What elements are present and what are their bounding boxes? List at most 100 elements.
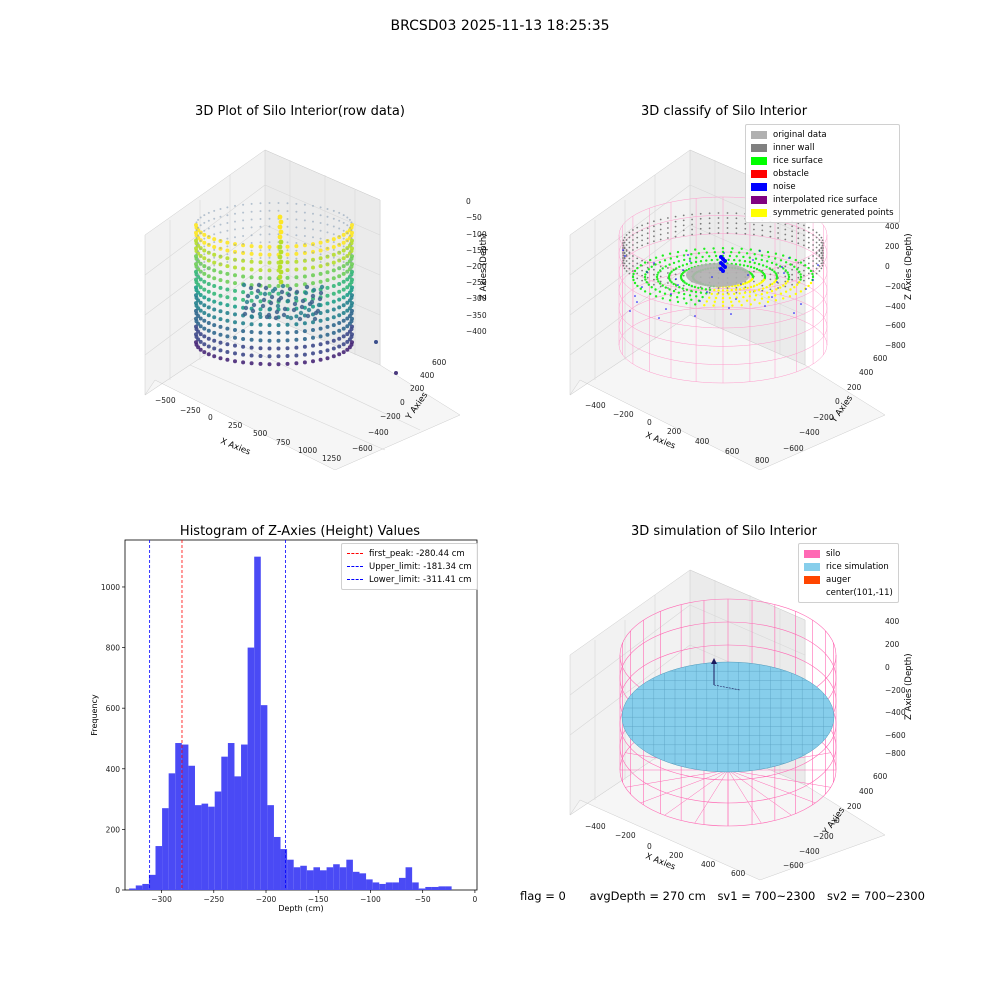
raw-point xyxy=(206,352,211,357)
classify-point xyxy=(636,301,638,303)
raw-z-tick: −150 xyxy=(466,246,487,255)
classify-original-cluster xyxy=(686,263,750,287)
raw-point xyxy=(347,290,352,295)
raw-point xyxy=(219,231,222,234)
raw-point xyxy=(277,214,283,220)
classify-point xyxy=(818,244,821,246)
histogram-bar xyxy=(227,743,235,890)
classify-point xyxy=(667,222,669,224)
classify-point xyxy=(683,292,686,296)
classify-point xyxy=(791,278,793,281)
histogram-bar xyxy=(346,859,353,890)
classify-point xyxy=(639,287,642,290)
raw-point xyxy=(198,277,203,282)
classify-point xyxy=(809,281,813,285)
classify-point xyxy=(668,299,672,302)
raw-point xyxy=(331,291,336,296)
raw-x-tick: 750 xyxy=(276,438,291,447)
classify-point xyxy=(636,262,639,265)
raw-point xyxy=(278,229,284,235)
raw-point xyxy=(347,337,352,342)
raw-point xyxy=(341,303,346,308)
classify-point xyxy=(667,267,669,269)
raw-point xyxy=(337,344,342,349)
raw-point xyxy=(234,236,236,239)
simulation-x-tick: −200 xyxy=(615,831,636,840)
raw-point xyxy=(198,285,203,290)
raw-point xyxy=(225,287,230,292)
raw-point xyxy=(286,249,289,252)
classify-point xyxy=(777,227,779,229)
classify-point xyxy=(685,282,688,285)
classify-point xyxy=(820,256,823,259)
classify-point xyxy=(712,247,715,250)
classify-point xyxy=(625,239,628,241)
raw-point xyxy=(331,346,336,351)
classify-point xyxy=(667,287,669,289)
figure-title: BRCSD03 2025-11-13 18:25:35 xyxy=(390,18,610,34)
raw-point xyxy=(277,254,283,260)
raw-point xyxy=(302,344,307,349)
classify-point xyxy=(689,260,691,262)
classify-x-tick: 600 xyxy=(725,447,740,456)
classify-point xyxy=(744,232,747,235)
classify-point xyxy=(632,249,634,251)
classify-point xyxy=(812,270,814,272)
classify-point xyxy=(726,232,729,234)
raw-point xyxy=(202,248,207,253)
raw-point xyxy=(286,202,289,205)
classify-point xyxy=(659,223,662,226)
classify-point xyxy=(821,249,824,252)
simulation-wire-spoke xyxy=(640,769,729,804)
classify-point xyxy=(668,252,672,255)
raw-point xyxy=(202,256,207,261)
classify-point xyxy=(770,289,774,293)
classify-point xyxy=(822,242,824,244)
raw-point xyxy=(212,307,217,312)
classify-point xyxy=(807,246,810,249)
raw-point-cloud xyxy=(194,202,354,367)
raw-point xyxy=(198,293,203,297)
classify-point xyxy=(653,262,655,264)
classify-point xyxy=(682,289,685,292)
classify-point xyxy=(779,292,783,295)
raw-point xyxy=(348,265,351,268)
raw-point xyxy=(234,251,236,254)
raw-point xyxy=(319,214,322,217)
legend-entry: first_peak: -280.44 cm xyxy=(347,547,472,560)
legend-swatch xyxy=(751,195,767,204)
raw-point xyxy=(225,334,230,339)
raw-point xyxy=(278,219,284,225)
classify-point xyxy=(797,227,800,230)
classify-point xyxy=(726,217,729,219)
legend-swatch xyxy=(751,208,767,217)
histogram-bar xyxy=(135,885,143,890)
raw-point xyxy=(218,356,223,361)
raw-point xyxy=(325,317,330,322)
classify-point xyxy=(622,239,625,242)
raw-point xyxy=(313,310,319,316)
raw-point xyxy=(219,262,222,265)
classify-point xyxy=(708,227,711,230)
raw-point xyxy=(276,330,281,335)
classify-point xyxy=(747,274,749,276)
raw-point xyxy=(233,335,237,340)
raw-point xyxy=(286,257,289,259)
raw-point xyxy=(302,360,307,365)
raw-point xyxy=(341,248,346,253)
classify-point xyxy=(654,263,657,266)
classify-y-tick: 0 xyxy=(835,397,840,406)
raw-point xyxy=(255,288,261,294)
raw-point xyxy=(259,225,262,228)
raw-point xyxy=(319,229,322,232)
raw-y-tick: −600 xyxy=(352,444,373,453)
raw-point xyxy=(218,309,223,314)
histogram-bar xyxy=(385,882,393,890)
raw-point xyxy=(212,268,217,273)
raw-point xyxy=(233,281,237,286)
histogram-bar xyxy=(293,867,301,890)
raw-point xyxy=(312,204,314,207)
raw-point xyxy=(218,348,223,353)
raw-point xyxy=(268,233,271,236)
legend-swatch xyxy=(804,575,820,584)
